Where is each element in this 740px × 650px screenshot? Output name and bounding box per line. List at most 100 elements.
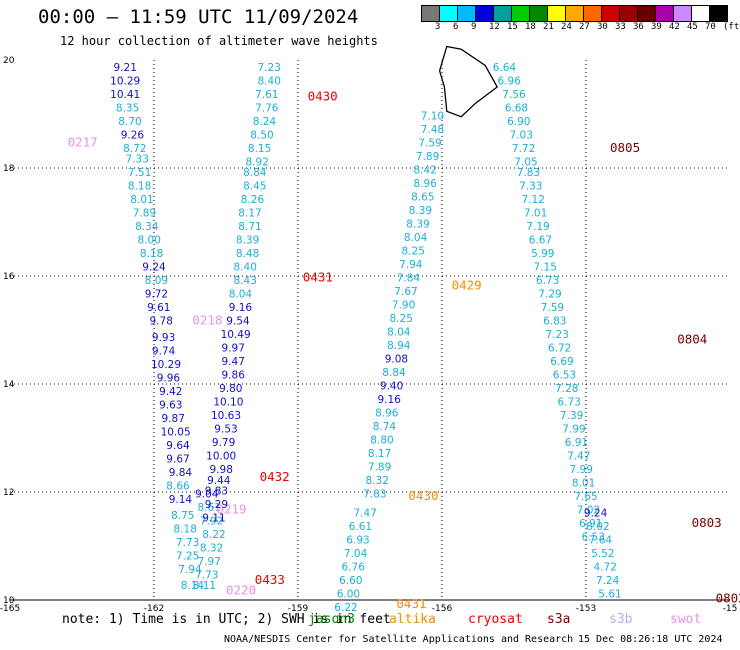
wave-height-value: 10.41 [110, 89, 140, 101]
wave-height-value: 8.96 [414, 178, 438, 190]
color-scale-label: 24 [561, 22, 572, 32]
wave-height-value: 7.94 [178, 564, 202, 576]
wave-height-value: 8.17 [368, 448, 391, 460]
wave-height-value: 7.01 [524, 208, 547, 220]
wave-height-value: 7.39 [560, 410, 583, 422]
wave-height-value: 10.29 [151, 359, 181, 371]
wave-height-value: 9.54 [226, 316, 250, 328]
wave-height-value: 9.16 [229, 302, 253, 314]
wave-height-value: 8.66 [166, 480, 190, 492]
wave-height-value: 4.72 [594, 561, 617, 573]
wave-height-value: 9.11 [202, 513, 225, 525]
color-scale-label: 27 [579, 22, 590, 32]
wave-height-value: 9.44 [207, 475, 231, 487]
color-scale-label: 70 [705, 22, 716, 32]
wave-height-value: 6.67 [529, 235, 552, 247]
color-scale-label: 18 [525, 22, 536, 32]
pass-time-label: 0431 [396, 596, 426, 611]
wave-height-value: 9.80 [219, 383, 242, 395]
color-scale-bar [421, 5, 728, 22]
wave-height-value: 10.29 [110, 75, 140, 87]
pass-time-label: 0220 [226, 583, 256, 598]
footer-timestamp: 15 Dec 08:26:18 UTC 2024 [578, 634, 723, 645]
wave-height-value: 7.89 [368, 461, 391, 473]
satellite-legend-item: s3a [547, 612, 571, 627]
wave-height-value: 7.84 [397, 272, 421, 284]
wave-height-value: 8.22 [202, 529, 225, 541]
island-outline [438, 45, 499, 118]
wave-height-value: 6.96 [498, 75, 522, 87]
wave-height-value: 9.47 [222, 356, 245, 368]
wave-height-value: 9.14 [169, 494, 193, 506]
wave-height-value: 8.18 [128, 181, 151, 193]
footer-note: note: 1) Time is in UTC; 2) SWH is in fe… [62, 612, 391, 627]
color-scale-label: 33 [615, 22, 626, 32]
x-tick-label: -165 [0, 604, 20, 614]
wave-height-value: 7.25 [176, 551, 199, 563]
wave-height-value: 9.42 [159, 386, 182, 398]
wave-height-value: 8.26 [241, 194, 265, 206]
wave-height-value: 6.69 [550, 356, 573, 368]
wave-height-value: 7.51 [128, 167, 151, 179]
wave-height-value: 8.25 [402, 245, 425, 257]
wave-height-value: 7.73 [195, 569, 218, 581]
wave-height-value: 9.04 [195, 488, 219, 500]
wave-height-value: 9.16 [378, 394, 402, 406]
wave-height-value: 8.04 [387, 326, 411, 338]
wave-height-value: 9.87 [162, 413, 185, 425]
wave-height-value: 8.74 [373, 421, 397, 433]
satellite-legend-item: cryosat [468, 612, 523, 627]
satellite-legend-item: s3b [609, 612, 633, 627]
y-tick-label: 20 [3, 56, 15, 66]
satellite-legend-item: altika [389, 612, 436, 627]
wave-height-value: 6.91 [579, 518, 602, 530]
wave-height-value: 9.24 [142, 262, 166, 274]
wave-height-value: 9.84 [169, 467, 193, 479]
wave-height-value: 8.92 [246, 156, 269, 168]
wave-height-value: 6.60 [339, 575, 362, 587]
x-tick-label: -162 [144, 604, 164, 614]
wave-height-value: 8.32 [366, 475, 389, 487]
color-swatch [709, 5, 728, 22]
wave-height-value: 6.91 [565, 437, 588, 449]
wave-height-value: 7.72 [512, 143, 535, 155]
pass-time-label: 0217 [68, 134, 98, 149]
wave-height-value: 8.00 [138, 235, 161, 247]
wave-height-value: 7.90 [392, 299, 415, 311]
wave-height-value: 8.84 [243, 167, 267, 179]
wave-height-value: 8.25 [390, 313, 413, 325]
wave-height-value: 8.42 [414, 164, 437, 176]
wave-height-value: 9.53 [214, 424, 237, 436]
wave-height-value: 7.97 [198, 556, 221, 568]
pass-time-label: 0431 [303, 269, 333, 284]
x-tick-label: -153 [576, 604, 596, 614]
wave-height-value: 6.93 [346, 534, 369, 546]
y-tick-label: 10 [3, 596, 15, 606]
x-tick-label: -15 [723, 604, 738, 614]
color-scale-label: 36 [633, 22, 644, 32]
color-scale-label: (ft) [723, 22, 740, 32]
wave-height-value: 6.73 [536, 275, 559, 287]
wave-height-value: 7.10 [421, 110, 444, 122]
wave-height-value: 10.05 [161, 426, 191, 438]
wave-height-value: 8.09 [145, 275, 168, 287]
wave-height-value: 8.39 [236, 235, 259, 247]
wave-height-value: 7.56 [502, 89, 526, 101]
wave-height-value: 8.32 [200, 542, 223, 554]
wave-height-value: 8.71 [238, 221, 261, 233]
wave-height-value: 7.33 [126, 154, 149, 166]
wave-height-value: 6.61 [349, 521, 372, 533]
wave-height-value: 8.24 [253, 116, 277, 128]
wave-height-value: 7.33 [519, 181, 542, 193]
wave-height-value: 7.73 [176, 537, 199, 549]
pass-time-label: 0804 [677, 332, 707, 347]
wave-height-value: 7.24 [596, 575, 620, 587]
page-subtitle: 12 hour collection of altimeter wave hei… [60, 34, 378, 48]
x-tick-label: -159 [288, 604, 309, 614]
pass-time-label: 0802 [716, 591, 740, 606]
wave-height-value: 10.10 [213, 397, 243, 409]
wave-height-value: 7.65 [574, 491, 597, 503]
pass-time-label: 0433 [255, 572, 285, 587]
wave-height-value: 6.90 [507, 116, 530, 128]
